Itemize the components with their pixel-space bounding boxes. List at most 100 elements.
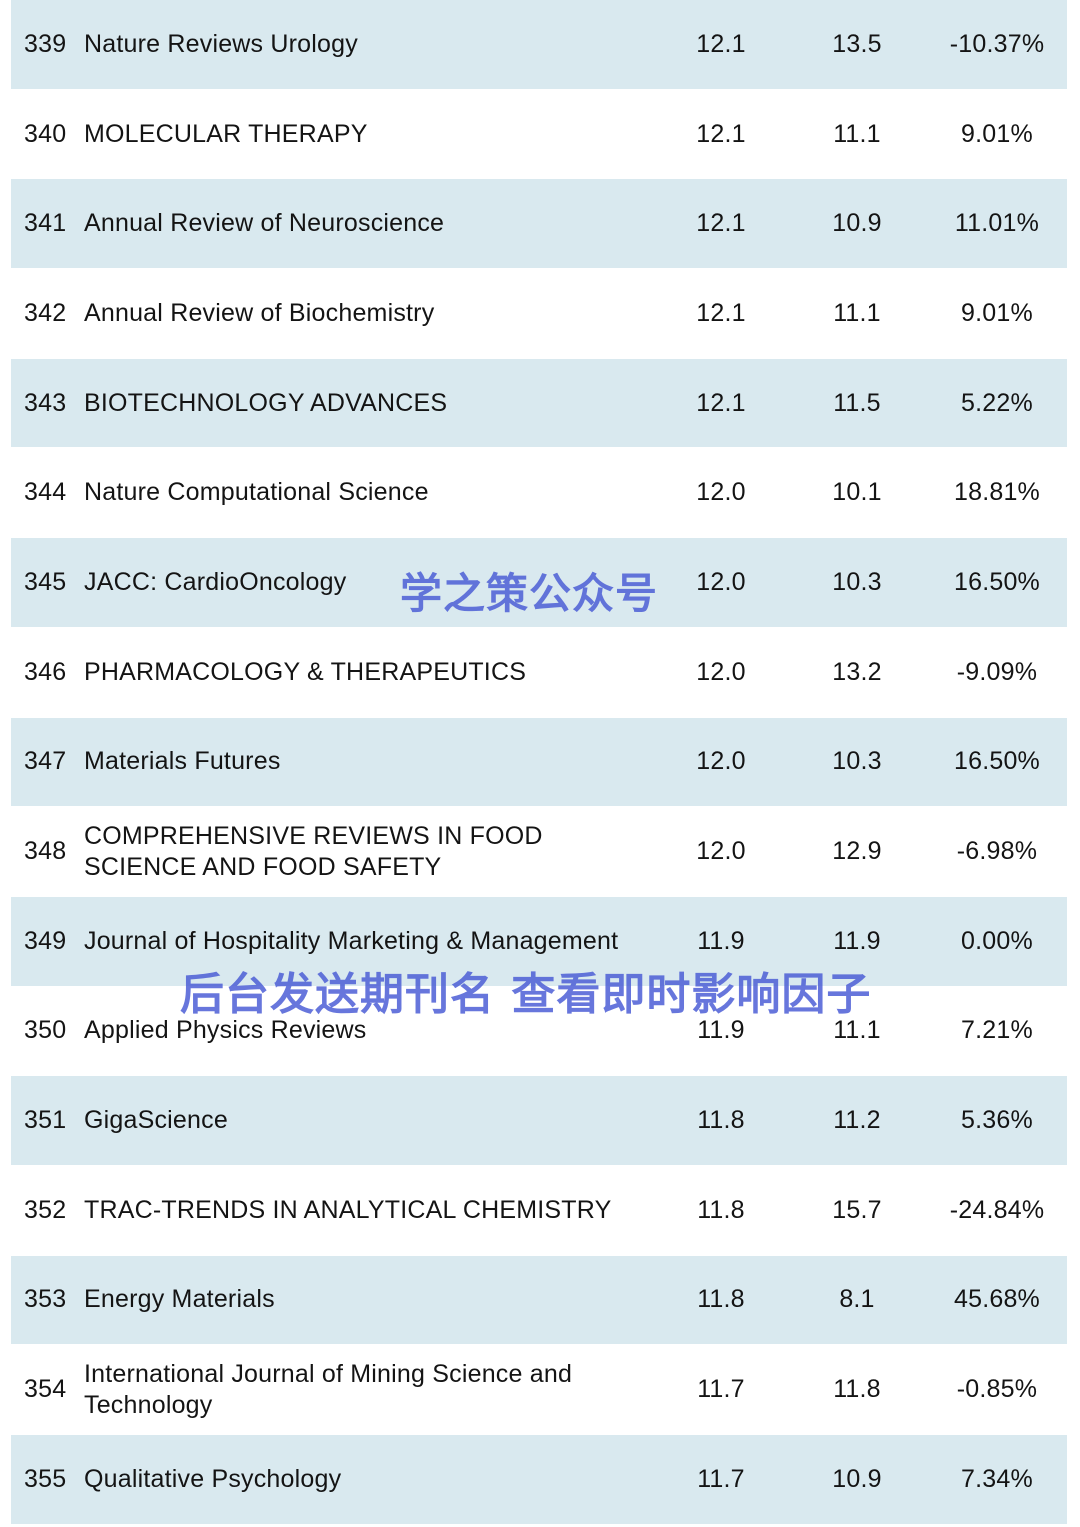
impact-factor-old-cell: 10.3 [832,747,882,776]
impact-factor-new-cell: 12.1 [696,119,746,148]
impact-factor-new-cell: 12.0 [696,747,746,776]
table-row: 343 BIOTECHNOLOGY ADVANCES 12.1 11.5 5.2… [11,358,1067,449]
table-row: 344 Nature Computational Science 12.0 10… [11,448,1067,539]
change-percent-cell: 9.01% [961,298,1033,327]
impact-factor-old-cell: 11.5 [833,388,881,417]
journal-name-cell: PHARMACOLOGY & THERAPEUTICS [84,657,527,686]
rank-cell: 352 [24,1195,67,1224]
impact-factor-new-cell: 12.1 [696,209,746,238]
table-row: 352 TRAC-TRENDS IN ANALYTICAL CHEMISTRY … [11,1165,1067,1256]
table-row: 349 Journal of Hospitality Marketing & M… [11,896,1067,987]
impact-factor-new-cell: 12.0 [696,657,746,686]
impact-factor-old-cell: 11.8 [833,1375,881,1404]
rank-cell: 353 [24,1285,67,1314]
impact-factor-new-cell: 11.8 [697,1285,745,1314]
impact-factor-new-cell: 11.9 [697,1016,745,1045]
rank-cell: 341 [24,209,67,238]
change-percent-cell: -24.84% [949,1195,1045,1224]
change-percent-cell: -0.85% [956,1375,1038,1404]
table-row: 340 MOLECULAR THERAPY 12.1 11.1 9.01% [11,89,1067,180]
impact-factor-old-cell: 10.9 [832,1464,882,1493]
table-row: 339 Nature Reviews Urology 12.1 13.5 -10… [11,0,1067,90]
change-percent-cell: 7.34% [961,1464,1033,1493]
journal-name-cell: GigaScience [84,1106,228,1135]
change-percent-cell: 5.22% [961,388,1033,417]
impact-factor-old-cell: 11.1 [833,1016,881,1045]
impact-factor-old-cell: 11.1 [833,119,881,148]
change-percent-cell: 9.01% [961,119,1033,148]
impact-factor-old-cell: 13.2 [832,657,882,686]
change-percent-cell: 45.68% [954,1285,1040,1314]
impact-factor-new-cell: 11.9 [697,926,745,955]
impact-factor-new-cell: 11.8 [697,1106,745,1135]
impact-factor-old-cell: 11.1 [833,298,881,327]
change-percent-cell: 7.21% [961,1016,1033,1045]
impact-factor-new-cell: 11.7 [697,1375,745,1404]
impact-factor-new-cell: 12.0 [696,837,746,866]
table-row: 354 International Journal of Mining Scie… [11,1345,1067,1435]
journal-name-cell: Materials Futures [84,747,281,776]
rank-cell: 355 [24,1464,67,1493]
rank-cell: 349 [24,926,67,955]
journal-name-cell: BIOTECHNOLOGY ADVANCES [84,388,448,417]
table-row: 341 Annual Review of Neuroscience 12.1 1… [11,179,1067,270]
rank-cell: 354 [24,1375,67,1404]
impact-factor-old-cell: 10.1 [832,478,882,507]
rank-cell: 343 [24,388,67,417]
rank-cell: 351 [24,1106,67,1135]
table-row: 351 GigaScience 11.8 11.2 5.36% [11,1076,1067,1166]
impact-factor-old-cell: 10.9 [832,209,882,238]
journal-name-cell: Energy Materials [84,1285,275,1314]
impact-factor-new-cell: 11.7 [697,1464,745,1493]
journal-name-cell: Applied Physics Reviews [84,1016,367,1045]
rank-cell: 344 [24,478,67,507]
impact-factor-new-cell: 11.8 [697,1195,745,1224]
change-percent-cell: -6.98% [956,837,1038,866]
rank-cell: 348 [24,837,67,866]
rank-cell: 342 [24,298,67,327]
change-percent-cell: 5.36% [961,1106,1033,1135]
rank-cell: 350 [24,1016,67,1045]
change-percent-cell: 11.01% [954,209,1040,238]
journal-name-cell: International Journal of Mining Science … [84,1359,573,1419]
impact-factor-old-cell: 15.7 [832,1195,882,1224]
change-percent-cell: 0.00% [961,926,1033,955]
change-percent-cell: 16.50% [954,747,1040,776]
impact-factor-old-cell: 11.9 [833,926,881,955]
change-percent-cell: -10.37% [949,29,1045,58]
journal-table: 339 Nature Reviews Urology 12.1 13.5 -10… [11,0,1067,1525]
rank-cell: 345 [24,567,67,596]
change-percent-cell: 18.81% [954,478,1040,507]
table-row: 353 Energy Materials 11.8 8.1 45.68% [11,1255,1067,1346]
rank-cell: 340 [24,119,67,148]
impact-factor-new-cell: 12.1 [696,29,746,58]
table-row: 346 PHARMACOLOGY & THERAPEUTICS 12.0 13.… [11,627,1067,718]
impact-factor-old-cell: 13.5 [832,29,882,58]
journal-name-cell: Annual Review of Biochemistry [84,298,435,327]
journal-name-cell: TRAC-TRENDS IN ANALYTICAL CHEMISTRY [84,1195,612,1224]
impact-factor-old-cell: 12.9 [832,837,882,866]
impact-factor-new-cell: 12.0 [696,478,746,507]
table-row: 347 Materials Futures 12.0 10.3 16.50% [11,717,1067,808]
table-row: 350 Applied Physics Reviews 11.9 11.1 7.… [11,986,1067,1077]
rank-cell: 346 [24,657,67,686]
change-percent-cell: -9.09% [956,657,1038,686]
table-row: 348 COMPREHENSIVE REVIEWS IN FOOD SCIENC… [11,807,1067,897]
table-row: 345 JACC: CardioOncology 12.0 10.3 16.50… [11,538,1067,628]
journal-name-cell: MOLECULAR THERAPY [84,119,368,148]
journal-name-cell: Annual Review of Neuroscience [84,209,445,238]
change-percent-cell: 16.50% [954,567,1040,596]
journal-name-cell: JACC: CardioOncology [84,567,347,596]
impact-factor-old-cell: 10.3 [832,567,882,596]
impact-factor-new-cell: 12.1 [696,388,746,417]
rank-cell: 347 [24,747,67,776]
table-row: 355 Qualitative Psychology 11.7 10.9 7.3… [11,1435,1067,1525]
journal-name-cell: Nature Reviews Urology [84,29,358,58]
impact-factor-new-cell: 12.1 [696,298,746,327]
journal-name-cell: COMPREHENSIVE REVIEWS IN FOOD SCIENCE AN… [84,821,543,881]
rank-cell: 339 [24,29,67,58]
journal-name-cell: Qualitative Psychology [84,1464,342,1493]
table-row: 342 Annual Review of Biochemistry 12.1 1… [11,269,1067,359]
journal-name-cell: Nature Computational Science [84,478,429,507]
